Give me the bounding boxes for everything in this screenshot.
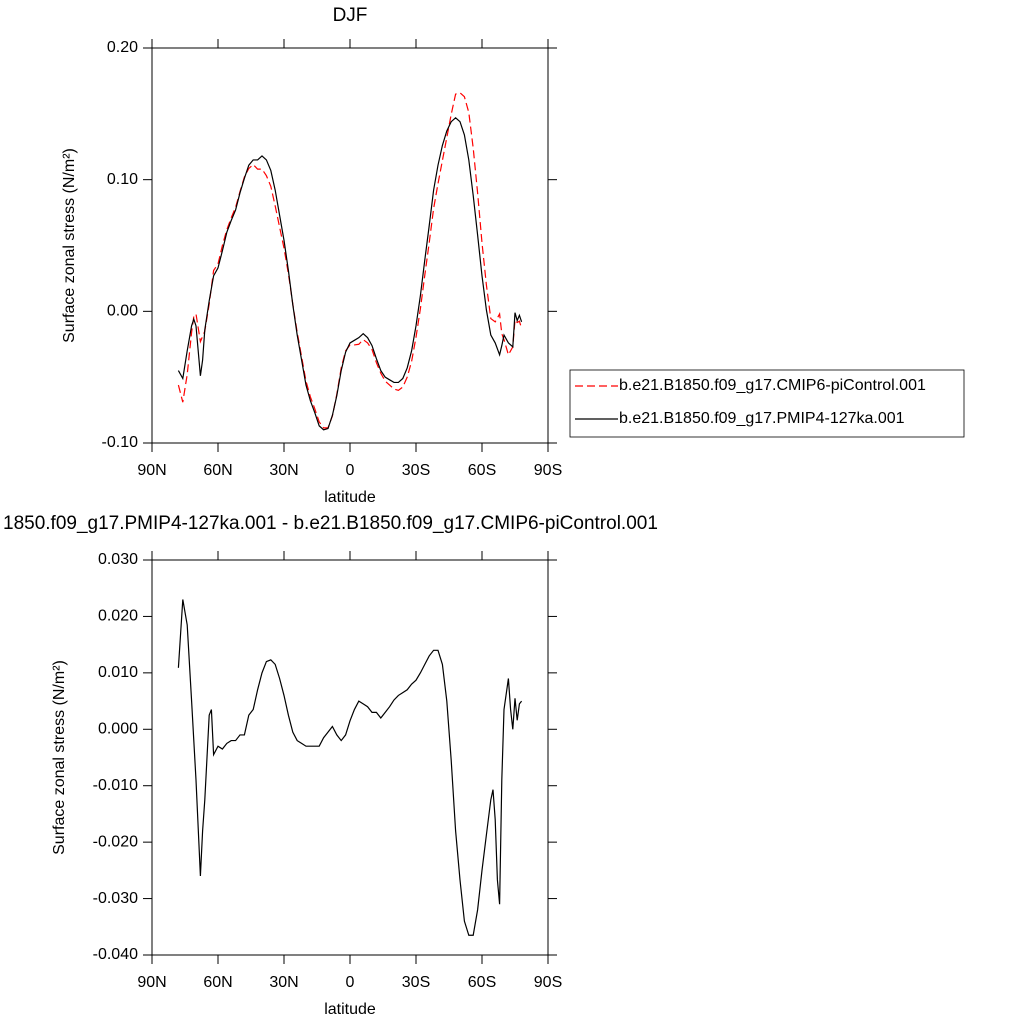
y-tick-label: 0.020 bbox=[98, 608, 138, 625]
x-tick-label: 60S bbox=[468, 974, 496, 991]
x-tick-label: 90N bbox=[137, 462, 166, 479]
x-tick-label: 30S bbox=[402, 974, 430, 991]
x-tick-label: 60N bbox=[203, 974, 232, 991]
data-line bbox=[177, 116, 523, 431]
y-tick-label: -0.10 bbox=[102, 434, 139, 451]
x-tick-label: 30N bbox=[269, 462, 298, 479]
y-tick-label: 0.000 bbox=[98, 721, 138, 738]
legend: b.e21.B1850.f09_g17.CMIP6-piControl.001b… bbox=[569, 369, 965, 438]
x-tick-label: 0 bbox=[346, 462, 355, 479]
x-tick-label: 60N bbox=[203, 462, 232, 479]
x-tick-label: 60S bbox=[468, 462, 496, 479]
x-tick-label: 90S bbox=[534, 462, 562, 479]
y-axis-label: Surface zonal stress (N/m²) bbox=[51, 660, 68, 855]
chart-title: 1850.f09_g17.PMIP4-127ka.001 - b.e21.B18… bbox=[3, 513, 658, 534]
x-axis-label: latitude bbox=[324, 1001, 376, 1018]
x-axis-label: latitude bbox=[324, 489, 376, 506]
y-tick-label: 0.010 bbox=[98, 664, 138, 681]
y-tick-label: 0.10 bbox=[107, 171, 138, 188]
legend-label: b.e21.B1850.f09_g17.CMIP6-piControl.001 bbox=[619, 377, 926, 394]
data-line bbox=[177, 599, 523, 936]
y-tick-label: 0.20 bbox=[107, 39, 138, 56]
x-tick-label: 30S bbox=[402, 462, 430, 479]
plot-frame bbox=[151, 47, 549, 444]
plot-frame bbox=[151, 559, 549, 956]
data-line bbox=[177, 92, 523, 429]
y-tick-label: -0.040 bbox=[93, 946, 138, 963]
x-tick-label: 90N bbox=[137, 974, 166, 991]
x-tick-label: 90S bbox=[534, 974, 562, 991]
y-tick-label: -0.030 bbox=[93, 890, 138, 907]
chart-title: DJF bbox=[333, 5, 368, 26]
y-tick-label: -0.020 bbox=[93, 833, 138, 850]
y-axis-label: Surface zonal stress (N/m²) bbox=[61, 148, 78, 343]
y-tick-label: 0.00 bbox=[107, 303, 138, 320]
legend-box bbox=[569, 369, 965, 438]
x-tick-label: 0 bbox=[346, 974, 355, 991]
y-tick-label: 0.030 bbox=[98, 551, 138, 568]
y-tick-label: -0.010 bbox=[93, 777, 138, 794]
legend-label: b.e21.B1850.f09_g17.PMIP4-127ka.001 bbox=[619, 410, 905, 427]
x-tick-label: 30N bbox=[269, 974, 298, 991]
